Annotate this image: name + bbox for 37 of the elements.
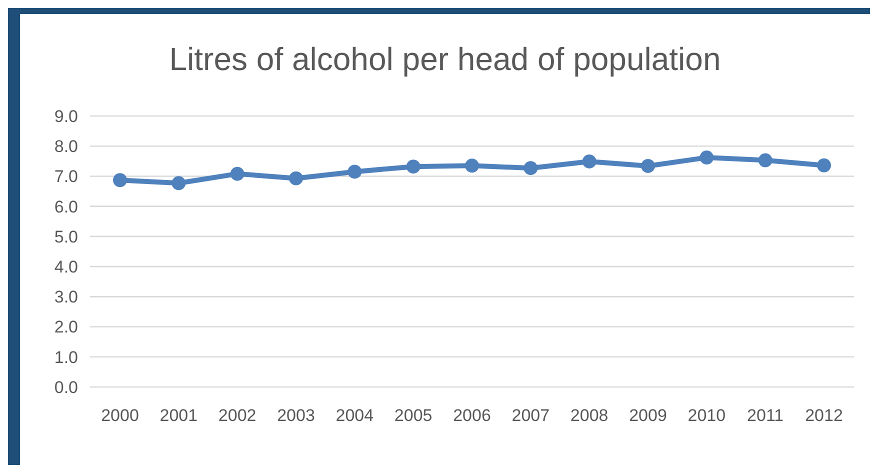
point <box>113 173 127 188</box>
point <box>465 158 479 173</box>
x-tick-label: 2001 <box>160 406 198 425</box>
chart-title: Litres of alcohol per head of population <box>169 41 721 77</box>
y-tick-label: 9.0 <box>54 106 78 126</box>
y-tick-label: 7.0 <box>54 167 78 186</box>
point <box>406 160 420 174</box>
x-tick-label: 2009 <box>629 406 667 425</box>
x-tick-label: 2006 <box>453 406 491 425</box>
point <box>700 150 714 165</box>
x-tick-label: 2005 <box>394 406 432 425</box>
x-tick-label: 2012 <box>805 406 843 425</box>
point <box>348 164 362 179</box>
y-tick-label: 0.0 <box>54 378 78 397</box>
point <box>524 161 538 176</box>
x-tick-label: 2010 <box>688 406 726 425</box>
point <box>817 158 831 172</box>
x-tick-label: 2008 <box>570 406 608 425</box>
x-tick-label: 2002 <box>218 406 256 425</box>
point <box>172 176 186 190</box>
y-tick-label: 5.0 <box>54 227 78 246</box>
x-tick-label: 2007 <box>512 406 550 425</box>
point <box>758 153 772 168</box>
point <box>289 171 303 186</box>
y-tick-label: 6.0 <box>54 197 78 216</box>
point <box>641 158 655 173</box>
x-tick-label: 2011 <box>747 406 784 425</box>
y-tick-label: 8.0 <box>54 137 78 156</box>
x-tick-label: 2000 <box>101 406 139 425</box>
point <box>582 154 596 168</box>
x-tick-label: 2003 <box>277 406 315 425</box>
y-tick-label: 4.0 <box>54 258 78 277</box>
x-tick-label: 2004 <box>336 406 374 425</box>
y-tick-label: 1.0 <box>54 348 78 367</box>
y-tick-label: 2.0 <box>54 318 78 337</box>
y-tick-label: 3.0 <box>54 288 78 307</box>
point <box>230 166 244 181</box>
